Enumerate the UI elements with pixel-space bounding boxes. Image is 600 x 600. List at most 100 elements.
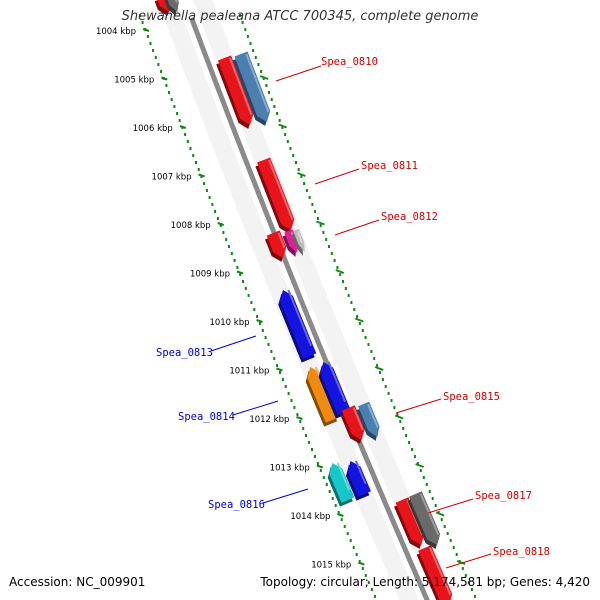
ruler-dot (390, 399, 393, 402)
gene-arrow[interactable] (339, 405, 369, 446)
gene-label-spea-0811[interactable]: Spea_0811 (314, 160, 418, 185)
ruler-tick-left (198, 173, 205, 178)
ruler-label: 1007 kbp (152, 173, 192, 183)
ruler-label: 1012 kbp (249, 415, 289, 425)
ruler-tick-right (354, 317, 364, 323)
ruler-dot (293, 406, 296, 409)
gene-arrow-highlight (277, 232, 286, 249)
gene-label-spea-0810[interactable]: Spea_0810 (275, 56, 378, 82)
gene-label-text: Spea_0811 (361, 160, 418, 172)
ruler-dot (353, 308, 356, 311)
gene-arrow-highlight (336, 462, 351, 491)
ruler-dot (192, 154, 195, 157)
genome-title: Shewanella pealeana ATCC 700345, complet… (121, 9, 479, 24)
ruler-dot (262, 77, 265, 80)
right-dotted-ruler (239, 14, 476, 598)
gene-arrow[interactable] (290, 228, 308, 257)
gene-labels: Spea_0810 Spea_0811 Spea_0812 Spea_0813 Spea… (156, 56, 550, 569)
gene-label-spea-0813[interactable]: Spea_0813 (156, 335, 257, 359)
ruler-dot (314, 210, 317, 213)
ruler-dot (302, 427, 305, 430)
ruler-dot (289, 147, 292, 150)
ruler-dot (278, 119, 281, 122)
ruler-dot (290, 399, 293, 402)
ruler-dot (241, 21, 244, 24)
gene-label-spea-0815[interactable]: Spea_0815 (395, 391, 500, 414)
ruler-dot (364, 574, 367, 577)
gene-arrow[interactable] (215, 55, 257, 132)
ruler-dot (253, 308, 256, 311)
gene-arrow[interactable] (164, 0, 184, 18)
ruler-dot (347, 294, 350, 297)
gene-arrow[interactable] (274, 287, 318, 363)
ruler-dot (299, 420, 302, 423)
gene-arrow[interactable] (415, 545, 457, 600)
ruler-dot (173, 105, 176, 108)
ruler-dot (146, 35, 149, 38)
ruler-dot (281, 126, 284, 129)
gene-arrow-body (395, 497, 425, 545)
ruler-dot (342, 280, 344, 283)
ruler-dot (160, 70, 163, 73)
gene-arrow[interactable] (406, 491, 445, 551)
ruler-dot (200, 175, 203, 178)
gene-arrow-body (358, 401, 380, 437)
ruler-dot (252, 49, 255, 52)
gene-label-spea-0816[interactable]: Spea_0816 (208, 488, 309, 511)
ruler-dot (446, 532, 449, 535)
ruler-tick-right (374, 366, 384, 371)
ruler-dot (295, 161, 297, 164)
ruler-dot (242, 280, 244, 283)
ruler-dot (233, 259, 236, 262)
ruler-dot (344, 287, 347, 290)
gene-arrow-body (320, 362, 351, 415)
gene-arrow[interactable] (341, 458, 372, 501)
gene-arrow-highlight (268, 159, 294, 221)
ruler-dot (152, 49, 155, 52)
gene-arrow-highlight (173, 0, 178, 3)
label-leader-line (314, 168, 360, 185)
ruler-dot (308, 441, 311, 444)
gene-arrow[interactable] (254, 157, 298, 236)
gene-label-spea-0814[interactable]: Spea_0814 (178, 400, 279, 423)
gene-arrow[interactable] (323, 460, 356, 507)
gene-arrow[interactable] (314, 359, 352, 419)
ruler-dot (300, 175, 303, 178)
ruler-dot (270, 98, 273, 101)
ruler-dot (356, 315, 359, 318)
label-leader-line (275, 65, 322, 82)
gene-arrow[interactable] (232, 51, 275, 129)
ruler-dot (434, 504, 437, 507)
gene-arrow-body (279, 290, 317, 359)
label-leader-line (395, 398, 442, 414)
ruler-dot (305, 189, 308, 192)
ruler-dot (411, 448, 413, 451)
ruler-dot (384, 385, 387, 388)
gene-label-text: Spea_0810 (321, 56, 378, 68)
ruler-label: 1004 kbp (96, 27, 136, 37)
gene-arrow-highlight (287, 289, 312, 347)
ruler-dot (287, 392, 290, 395)
ruler-label: 1006 kbp (133, 124, 173, 134)
gene-arrow-body (341, 405, 365, 440)
gene-arrow[interactable] (264, 230, 291, 264)
ruler-dot (168, 91, 170, 94)
ruler-dot (340, 518, 343, 521)
ruler-ticks: 1004 kbp 1005 kbp 1006 kbp 1007 kbp 1008 kbp… (96, 27, 466, 571)
ruler-dot (350, 301, 353, 304)
ruler-dot (239, 14, 241, 17)
ruler-dot (244, 28, 247, 31)
ruler-dot (443, 525, 446, 528)
gene-label-spea-0818[interactable]: Spea_0818 (445, 546, 550, 569)
ruler-tick-left (160, 76, 168, 81)
ruler-tick-right (297, 172, 306, 177)
gene-label-spea-0812[interactable]: Spea_0812 (334, 211, 438, 236)
ruler-dot (178, 119, 181, 122)
gene-arrow[interactable] (355, 401, 384, 444)
ruler-dot (246, 35, 249, 38)
ruler-dot (186, 140, 189, 143)
gene-label-spea-0817[interactable]: Spea_0817 (427, 490, 532, 514)
ruler-dot (319, 224, 322, 227)
ruler-dot (367, 581, 370, 584)
ruler-dot (325, 238, 328, 241)
